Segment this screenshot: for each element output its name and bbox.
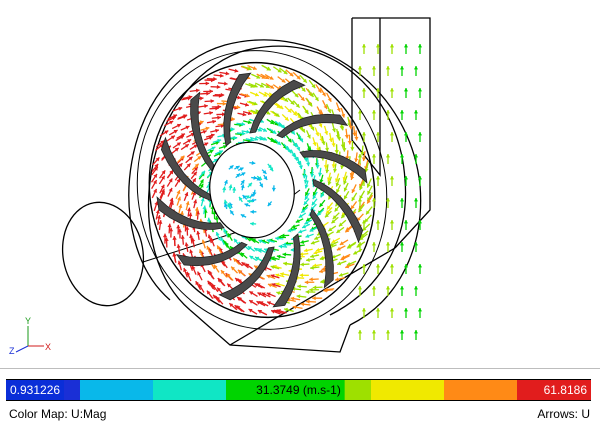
legend-color-segment [79,380,153,400]
impeller-disc-outer [136,50,388,330]
color-map-label: Color Map: [9,407,68,421]
impeller-blade [190,91,215,172]
outlet-duct [351,17,431,249]
legend-min-value: 0.931226 [6,380,65,400]
shaft-line [142,227,251,263]
impeller-blade [312,178,364,244]
axis-x-label: X [45,342,51,352]
impeller-blade [223,72,252,147]
impeller-blade [156,196,225,230]
arrows-value: U [581,407,590,421]
impeller-blades [156,72,368,308]
axis-y-label: Y [25,316,31,326]
impeller-blade [160,136,212,202]
color-map-value: U:Mag [71,407,107,421]
impeller-blade [299,150,368,184]
impeller-blade [309,208,334,289]
impeller-blade [175,241,248,267]
impeller-blade [276,113,349,139]
axes-triad-icon: Y X Z [9,316,51,356]
inlet-ring [61,201,145,307]
3d-viewport[interactable]: Y X Z [0,0,600,369]
fan-flow-visualization[interactable]: Y X Z [0,0,600,368]
legend-color-segment [371,380,445,400]
legend-color-segment [152,380,226,400]
color-legend-labels: 0.931226 31.3749 (m.s-1) 61.8186 [6,380,591,400]
impeller-blade [272,233,301,308]
hub-flow-arrows [222,160,276,226]
color-map-status: Color Map: U:Mag [9,407,106,421]
axis-z-label: Z [9,346,15,356]
impeller-blade [218,246,275,301]
impeller-disc [148,61,376,319]
legend-mid-value: 31.3749 (m.s-1) [252,380,345,400]
arrows-status: Arrows: U [537,407,590,421]
legend-max-value: 61.8186 [539,380,591,400]
impeller-blade [249,79,306,134]
arrows-label: Arrows: [537,407,578,421]
legend-color-segment [444,380,518,400]
